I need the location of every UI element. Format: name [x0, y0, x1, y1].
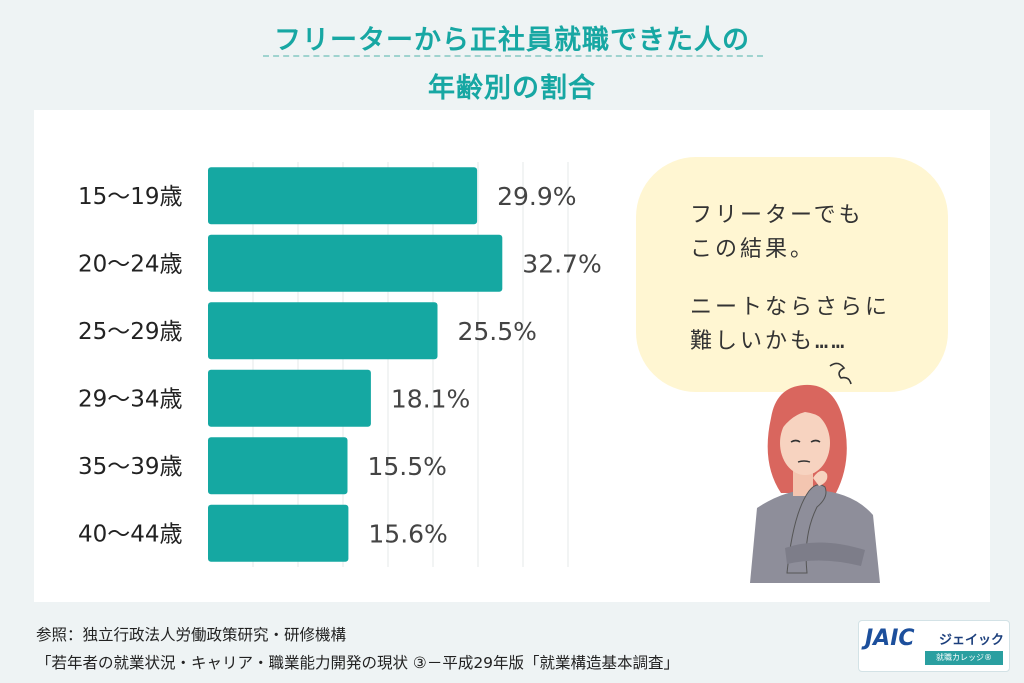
chart-title-line1: フリーターから正社員就職できた人の — [274, 25, 750, 56]
neck — [793, 470, 813, 496]
value-label-4: 15.5% — [368, 452, 447, 481]
face — [780, 411, 830, 475]
bubble-line-4: 難しいかも…… — [690, 329, 848, 354]
category-label-3: 29〜34歳 — [78, 386, 183, 412]
value-label-0: 29.9% — [497, 182, 576, 211]
speech-bubble: フリーターでも この結果。 ニートならさらに 難しいかも…… — [636, 157, 948, 392]
bubble-line-1: フリーターでも — [690, 203, 864, 228]
bar-4 — [208, 437, 348, 495]
category-label-0: 15〜19歳 — [78, 184, 183, 210]
source-line-2: 「若年者の就業状況・キャリア・職業能力開発の現状 ③－平成29年版「就業構造基本… — [36, 654, 680, 672]
bar-1 — [208, 234, 503, 292]
chart-title-line2: 年齢別の割合 — [428, 73, 596, 104]
value-label-1: 32.7% — [522, 249, 601, 278]
value-label-5: 15.6% — [368, 519, 447, 548]
bubble-line-3: ニートならさらに — [690, 295, 891, 320]
logo-name: ジェイック — [939, 633, 1005, 648]
bar-3 — [208, 369, 371, 427]
category-label-1: 20〜24歳 — [78, 251, 183, 277]
category-label-2: 25〜29歳 — [78, 319, 183, 345]
category-label-4: 35〜39歳 — [78, 454, 183, 480]
value-label-2: 25.5% — [458, 317, 537, 346]
bar-chart: 15〜19歳 29.9% 20〜24歳 32.7% 25〜29歳 25.5% 29〜34歳 1… — [78, 162, 602, 567]
logo-sub: 就職カレッジ® — [925, 651, 1003, 665]
source-line-1: 参照：独立行政法人労働政策研究・研修機構 — [36, 626, 347, 644]
eyes — [790, 439, 821, 443]
value-label-3: 18.1% — [391, 384, 470, 413]
folded-arm — [785, 542, 865, 566]
title-divider — [263, 55, 763, 57]
jaic-logo: JAIC ジェイック 就職カレッジ® — [858, 620, 1010, 672]
mouth — [797, 460, 811, 463]
logo-mark: JAIC — [865, 626, 915, 651]
hair-front — [777, 396, 837, 436]
bubble-line-2: この結果。 — [690, 237, 816, 262]
thinking-woman-illustration — [750, 362, 880, 583]
bar-5 — [208, 504, 349, 562]
worry-squiggle-icon — [829, 362, 852, 385]
category-label-5: 40〜44歳 — [78, 521, 183, 547]
bar-2 — [208, 302, 438, 360]
bar-0 — [208, 167, 478, 225]
hand-at-chin — [813, 470, 828, 486]
